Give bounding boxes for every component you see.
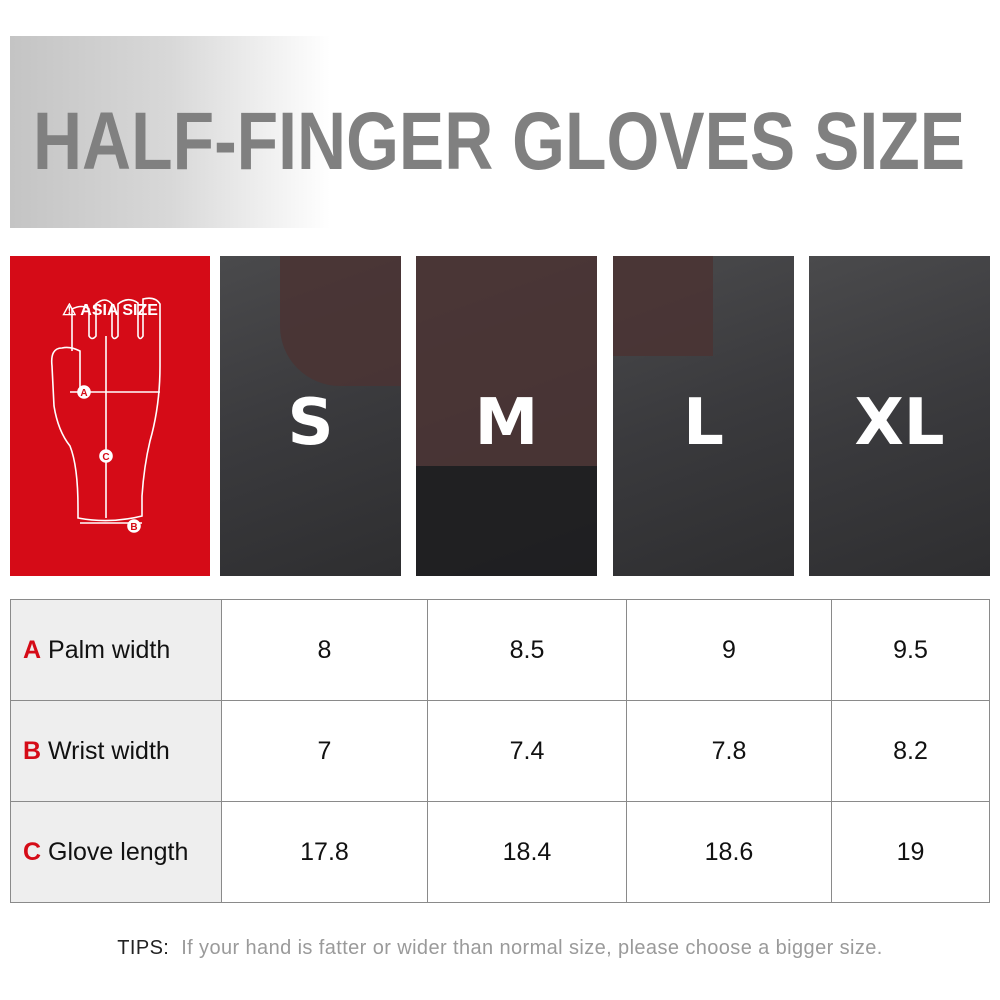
size-photo-m: M <box>416 256 597 576</box>
row-label: B Wrist width <box>10 700 222 802</box>
size-label: XL <box>854 386 945 460</box>
asia-size-guide: ⚠ ASIA SIZE A C B <box>10 256 210 576</box>
table-cell: 18.6 <box>626 801 832 903</box>
table-cell: 17.8 <box>221 801 428 903</box>
svg-text:C: C <box>102 452 109 463</box>
table-cell: 7.4 <box>427 700 627 802</box>
size-photo-s: S <box>220 256 401 576</box>
tips-text: TIPS: If your hand is fatter or wider th… <box>117 937 883 959</box>
row-label: C Glove length <box>10 801 222 903</box>
table-cell: 9.5 <box>831 599 990 701</box>
size-label: S <box>287 386 334 460</box>
svg-text:HALF-FINGER GLOVES SIZE: HALF-FINGER GLOVES SIZE <box>33 96 965 187</box>
size-label: M <box>474 386 539 460</box>
size-table: A Palm width 8 8.5 9 9.5 B Wrist width 7… <box>10 599 990 903</box>
title-background <box>10 36 330 228</box>
svg-text:B: B <box>130 522 137 533</box>
table-cell: 8.2 <box>831 700 990 802</box>
table-cell: 7.8 <box>626 700 832 802</box>
table-row: C Glove length 17.8 18.4 18.6 19 <box>10 801 990 903</box>
table-cell: 18.4 <box>427 801 627 903</box>
svg-text:A: A <box>80 388 87 399</box>
size-photo-l: L <box>613 256 794 576</box>
table-row: B Wrist width 7 7.4 7.8 8.2 <box>10 700 990 802</box>
table-cell: 9 <box>626 599 832 701</box>
page-title: HALF-FINGER GLOVES SIZE <box>33 96 965 187</box>
warning-icon: ⚠ <box>62 302 77 319</box>
size-label: L <box>683 386 724 460</box>
size-photo-xl: XL <box>809 256 990 576</box>
table-cell: 7 <box>221 700 428 802</box>
table-cell: 19 <box>831 801 990 903</box>
row-label: A Palm width <box>10 599 222 701</box>
table-cell: 8.5 <box>427 599 627 701</box>
table-cell: 8 <box>221 599 428 701</box>
table-row: A Palm width 8 8.5 9 9.5 <box>10 599 990 701</box>
glove-diagram: A C B <box>50 297 161 533</box>
